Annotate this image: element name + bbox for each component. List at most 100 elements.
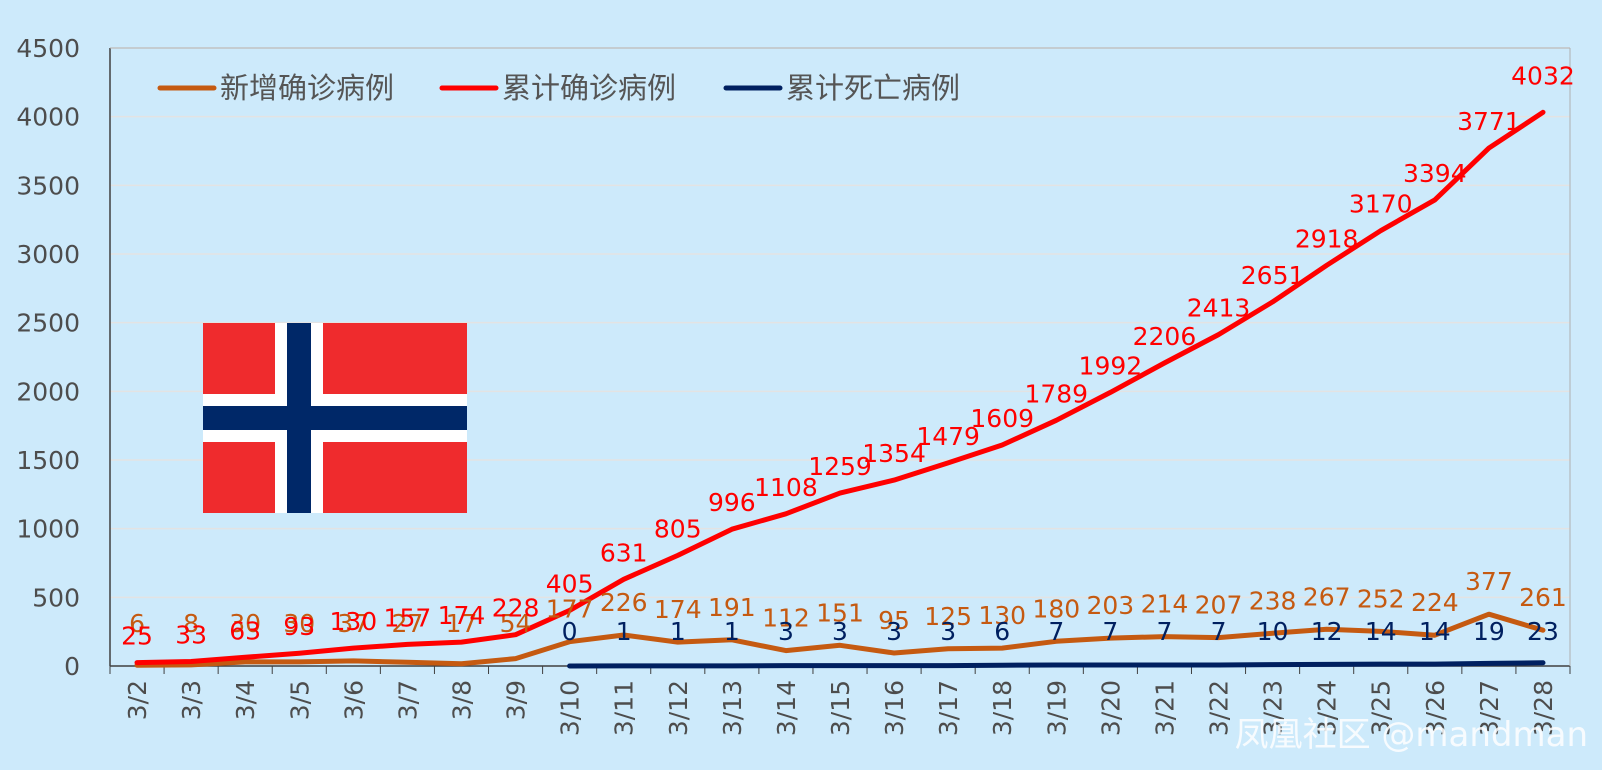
legend-label: 累计死亡病例 xyxy=(786,71,960,105)
data-label: 14 xyxy=(1365,617,1397,646)
data-label: 12 xyxy=(1311,617,1343,646)
data-label: 191 xyxy=(708,593,756,622)
x-tick-label: 3/12 xyxy=(664,680,693,736)
series-line-1 xyxy=(134,109,1546,666)
data-label: 180 xyxy=(1032,594,1080,623)
x-tick-label: 3/7 xyxy=(393,680,422,720)
data-label: 224 xyxy=(1411,588,1459,617)
y-tick-label: 3500 xyxy=(16,171,80,200)
data-label: 177 xyxy=(546,595,594,624)
series-line-0 xyxy=(134,611,1546,668)
data-label: 1789 xyxy=(1024,379,1088,408)
y-tick-label: 2500 xyxy=(16,309,80,338)
x-tick-label: 3/11 xyxy=(610,680,639,736)
data-label: 27 xyxy=(392,609,424,638)
data-label: 405 xyxy=(546,569,594,598)
data-label: 0 xyxy=(562,617,578,646)
data-label: 10 xyxy=(1257,617,1289,646)
data-label: 631 xyxy=(600,538,648,567)
data-label: 30 xyxy=(283,609,315,638)
data-label: 2413 xyxy=(1187,294,1251,323)
data-label: 1479 xyxy=(916,422,980,451)
data-label: 203 xyxy=(1087,591,1135,620)
legend-label: 累计确诊病例 xyxy=(502,71,676,105)
data-label: 174 xyxy=(438,601,486,630)
data-label: 1992 xyxy=(1079,351,1143,380)
data-label: 1108 xyxy=(754,473,818,502)
x-tick-label: 3/27 xyxy=(1475,680,1504,736)
data-label: 207 xyxy=(1195,591,1243,620)
x-tick-label: 3/23 xyxy=(1259,680,1288,736)
x-tick-label: 3/2 xyxy=(123,680,152,720)
data-label: 7 xyxy=(1048,617,1064,646)
data-label: 7 xyxy=(1156,617,1172,646)
data-label: 130 xyxy=(978,601,1026,630)
x-tick-label: 3/3 xyxy=(177,680,206,720)
series-lines xyxy=(134,109,1546,669)
data-label: 3 xyxy=(886,617,902,646)
data-label: 174 xyxy=(654,595,702,624)
x-tick-label: 3/15 xyxy=(826,680,855,736)
data-label: 1 xyxy=(670,617,686,646)
y-axis-ticks: 0 500 1000 1500 2000 2500 3000 3500 4000 4500 xyxy=(16,34,80,681)
data-label: 996 xyxy=(708,488,756,517)
data-label: 1259 xyxy=(808,452,872,481)
data-label: 1 xyxy=(616,617,632,646)
data-label: 8 xyxy=(183,609,199,638)
data-label: 1 xyxy=(724,617,740,646)
x-axis-ticks: 3/2 3/3 3/4 3/5 3/6 3/7 3/8 3/9 3/10 3/11 3/12 3/13… xyxy=(123,680,1558,736)
data-label: 3 xyxy=(940,617,956,646)
data-label: 3 xyxy=(778,617,794,646)
data-label: 805 xyxy=(654,514,702,543)
grid xyxy=(110,47,1570,599)
data-label: 6 xyxy=(994,617,1010,646)
x-tick-label: 3/22 xyxy=(1205,680,1234,736)
legend-label: 新增确诊病例 xyxy=(220,71,394,105)
legend: 新增确诊病例 累计确诊病例 累计死亡病例 xyxy=(157,71,960,105)
x-tick-label: 3/13 xyxy=(718,680,747,736)
data-label: 151 xyxy=(816,598,864,627)
x-tick-label: 3/16 xyxy=(880,680,909,736)
data-label: 17 xyxy=(446,609,478,638)
y-tick-label: 1500 xyxy=(16,446,80,475)
x-tick-label: 3/20 xyxy=(1096,680,1125,736)
x-tick-label: 3/19 xyxy=(1042,680,1071,736)
data-label: 1354 xyxy=(862,439,926,468)
data-label: 1609 xyxy=(970,404,1034,433)
data-label: 54 xyxy=(500,609,532,638)
x-tick-label: 3/24 xyxy=(1313,680,1342,736)
data-label: 25 xyxy=(121,622,153,651)
data-label: 3394 xyxy=(1403,159,1467,188)
data-label: 4032 xyxy=(1511,61,1575,90)
x-tick-label: 3/26 xyxy=(1421,680,1450,736)
data-label: 2918 xyxy=(1295,224,1359,253)
series-line-2 xyxy=(567,660,1546,669)
x-tick-label: 3/5 xyxy=(285,680,314,720)
y-tick-label: 3000 xyxy=(16,240,80,269)
x-tick-label: 3/6 xyxy=(339,680,368,720)
data-label: 19 xyxy=(1473,617,1505,646)
norway-flag-icon xyxy=(203,323,467,513)
data-label: 377 xyxy=(1465,567,1513,596)
data-label: 14 xyxy=(1419,617,1451,646)
y-tick-label: 4500 xyxy=(16,34,80,63)
data-labels: 6 8 30 30 37 27 17 54 177 226 174 191 112 151 95 125 130… xyxy=(121,61,1575,650)
data-label: 37 xyxy=(337,609,369,638)
x-tick-label: 3/9 xyxy=(502,680,531,720)
data-label: 93 xyxy=(283,612,315,641)
data-label: 130 xyxy=(329,607,377,636)
x-tick-label: 3/28 xyxy=(1529,680,1558,736)
x-tick-label: 3/21 xyxy=(1150,680,1179,736)
data-label: 157 xyxy=(384,603,432,632)
data-label: 214 xyxy=(1141,590,1189,619)
data-label: 3170 xyxy=(1349,190,1413,219)
data-label: 3771 xyxy=(1457,107,1521,136)
data-label: 252 xyxy=(1357,584,1405,613)
y-tick-label: 4000 xyxy=(16,103,80,132)
x-tick-label: 3/25 xyxy=(1367,680,1396,736)
y-tick-label: 0 xyxy=(64,652,80,681)
x-tick-label: 3/8 xyxy=(447,680,476,720)
data-label: 267 xyxy=(1303,582,1351,611)
data-label: 63 xyxy=(229,616,261,645)
